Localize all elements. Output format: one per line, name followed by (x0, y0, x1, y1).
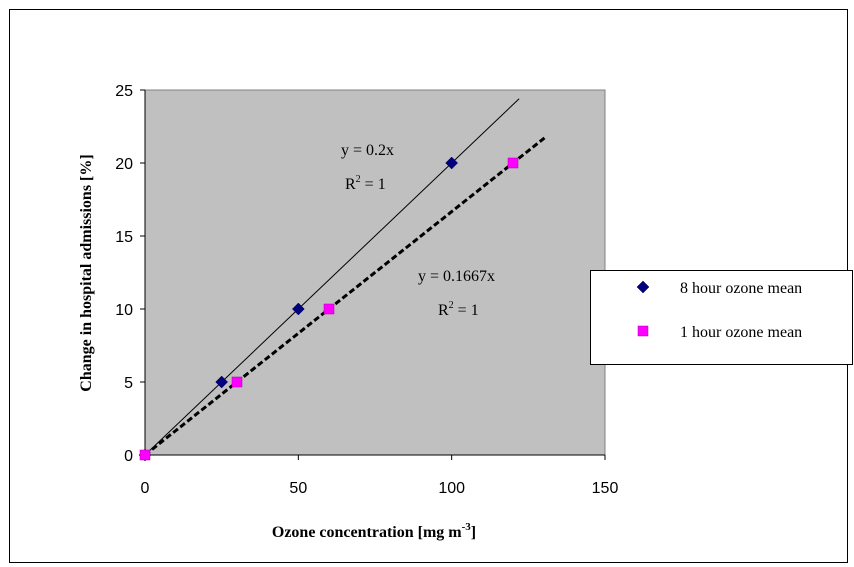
data-point-series-0 (445, 156, 459, 170)
legend-marker-1-hour (637, 325, 649, 337)
data-point-series-1 (139, 449, 151, 461)
x-tick-label: 100 (438, 480, 465, 497)
equation-8-hour: y = 0.2x (341, 142, 394, 159)
data-point-series-0 (215, 375, 229, 389)
x-tick-label: 150 (592, 480, 619, 497)
y-tick-label: 25 (115, 83, 133, 100)
r2-1-hour: R2 = 1 (438, 300, 479, 319)
legend-marker-8-hour (636, 280, 650, 294)
y-tick-label: 10 (115, 302, 133, 319)
y-tick-label: 20 (115, 156, 133, 173)
y-tick-label: 0 (124, 448, 133, 465)
trendline-series-0 (144, 98, 520, 456)
y-tick-label: 5 (124, 375, 133, 392)
r2-8-hour: R2 = 1 (345, 174, 386, 193)
y-tick-label: 15 (115, 229, 133, 246)
trendline-series-1 (144, 134, 548, 457)
data-point-series-1 (507, 157, 519, 169)
data-points (138, 156, 519, 462)
x-tick-label: 50 (289, 480, 307, 497)
legend: 8 hour ozone mean 1 hour ozone mean (590, 270, 853, 365)
data-point-series-0 (291, 302, 305, 316)
equation-1-hour: y = 0.1667x (418, 268, 495, 285)
legend-label-1-hour: 1 hour ozone mean (680, 324, 802, 341)
axes: 0 5 10 15 20 25 0 50 100 150 (115, 83, 618, 497)
data-point-series-1 (323, 303, 335, 315)
trendlines (144, 98, 548, 457)
x-axis-title: Ozone concentration [mg m-3] (272, 521, 476, 541)
legend-box (590, 270, 853, 365)
data-point-series-1 (231, 376, 243, 388)
x-tick-label: 0 (141, 480, 150, 497)
y-axis-title: Change in hospital admissions [%] (78, 154, 95, 391)
legend-label-8-hour: 8 hour ozone mean (680, 280, 802, 297)
